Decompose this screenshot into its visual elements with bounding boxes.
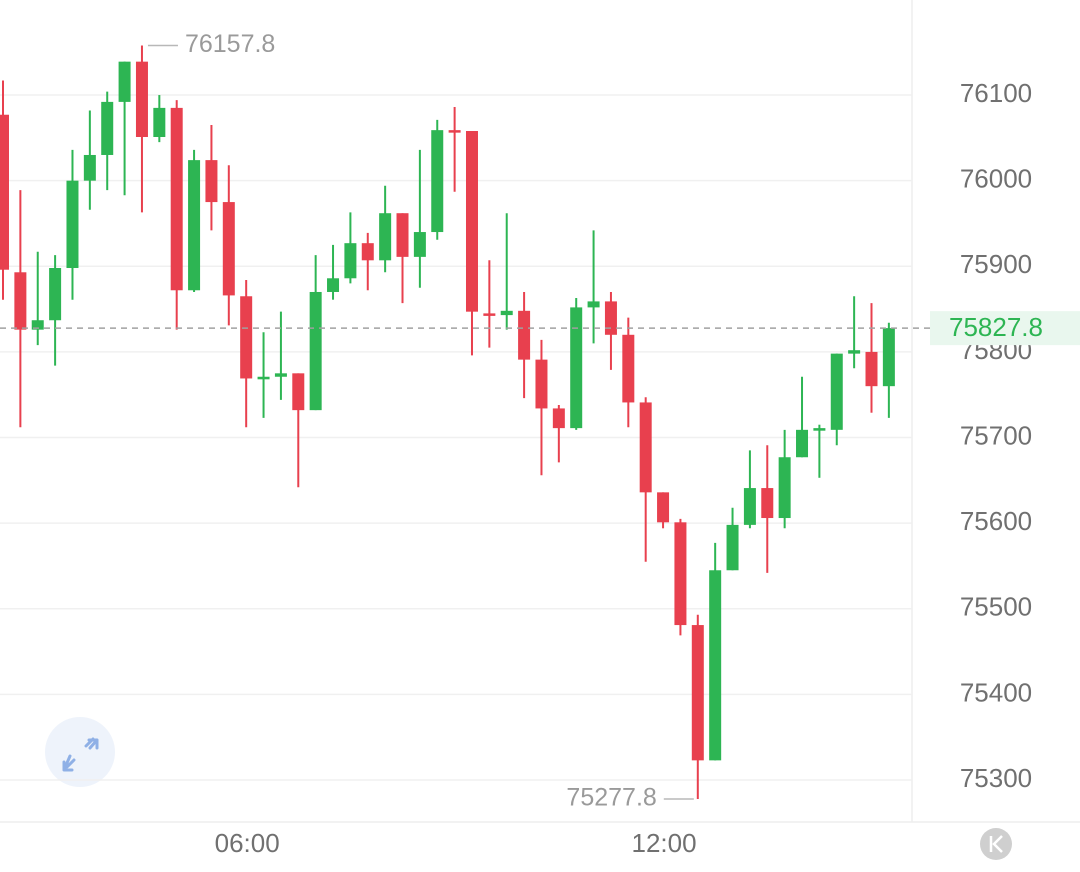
candle-body bbox=[413, 232, 426, 257]
x-tick-label: 12:00 bbox=[632, 828, 697, 858]
candle-body bbox=[639, 402, 652, 493]
y-tick-label: 75600 bbox=[960, 506, 1032, 536]
candle-body bbox=[31, 320, 44, 330]
x-tick-label: 06:00 bbox=[215, 828, 280, 858]
candle-body bbox=[570, 307, 583, 429]
candle-body bbox=[882, 328, 895, 387]
scroll-end-bg[interactable] bbox=[980, 828, 1012, 860]
candle-body bbox=[743, 488, 756, 525]
y-tick-label: 76000 bbox=[960, 164, 1032, 194]
candle-body bbox=[622, 334, 635, 403]
candle-body bbox=[327, 278, 340, 292]
candle-body bbox=[830, 353, 843, 430]
candle-body bbox=[14, 272, 27, 330]
y-tick-label: 75500 bbox=[960, 592, 1032, 622]
candle-body bbox=[587, 301, 600, 308]
candle-body bbox=[604, 301, 617, 335]
last-price-label: 75827.8 bbox=[949, 312, 1043, 342]
y-tick-label: 75700 bbox=[960, 420, 1032, 450]
candle-body bbox=[396, 213, 409, 257]
candle-body bbox=[222, 202, 235, 296]
candle-body bbox=[848, 350, 861, 354]
y-tick-label: 75400 bbox=[960, 677, 1032, 707]
candle-body bbox=[448, 130, 461, 133]
y-tick-label: 76100 bbox=[960, 78, 1032, 108]
candle-body bbox=[431, 130, 444, 233]
candle-body bbox=[292, 373, 305, 411]
candle-body bbox=[691, 625, 704, 761]
candle-body bbox=[657, 492, 670, 523]
expand-button-bg[interactable] bbox=[45, 717, 115, 787]
candle-body bbox=[135, 61, 148, 137]
candle-body bbox=[344, 243, 357, 279]
candle-body bbox=[796, 429, 809, 458]
min-label: 75277.8 bbox=[566, 784, 656, 812]
candle-body bbox=[170, 107, 183, 291]
candle-body bbox=[257, 376, 270, 380]
candle-body bbox=[674, 522, 687, 626]
candle-body bbox=[240, 296, 253, 379]
candle-body bbox=[465, 131, 478, 312]
candle-body bbox=[535, 359, 548, 409]
expand-icon bbox=[62, 737, 99, 772]
y-tick-label: 75900 bbox=[960, 249, 1032, 279]
scroll-end-button[interactable] bbox=[980, 828, 1012, 860]
max-label: 76157.8 bbox=[185, 30, 275, 58]
y-tick-label: 75300 bbox=[960, 763, 1032, 793]
candle-body bbox=[49, 268, 62, 321]
candle-body bbox=[361, 243, 374, 261]
candle-body bbox=[118, 61, 131, 102]
candle-body bbox=[813, 428, 826, 431]
candle-body bbox=[483, 313, 496, 316]
candle-body bbox=[865, 351, 878, 387]
scroll-end-icon bbox=[989, 835, 1003, 853]
candle-body bbox=[309, 291, 322, 411]
candle-body bbox=[379, 213, 392, 261]
expand-button[interactable] bbox=[45, 717, 115, 787]
candle-body bbox=[0, 114, 9, 270]
candle-body bbox=[518, 310, 531, 360]
candle-body bbox=[83, 154, 96, 181]
candle-body bbox=[726, 524, 739, 571]
candle-body bbox=[552, 408, 565, 429]
candle-body bbox=[709, 570, 722, 761]
candle-body bbox=[101, 101, 114, 155]
candle-body bbox=[761, 488, 774, 519]
candle-body bbox=[153, 107, 166, 137]
candle-body bbox=[188, 160, 201, 291]
candle-body bbox=[500, 310, 513, 316]
candle-body bbox=[205, 160, 218, 203]
candle-body bbox=[274, 373, 287, 377]
last-price-box bbox=[930, 311, 1080, 346]
candle-body bbox=[66, 180, 79, 269]
candle-body bbox=[778, 457, 791, 519]
